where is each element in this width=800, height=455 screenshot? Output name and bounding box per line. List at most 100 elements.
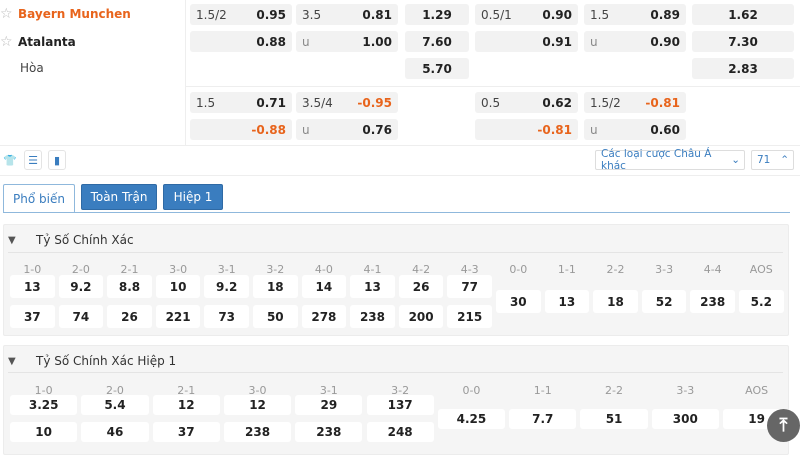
odds-cell[interactable]: 5.70 xyxy=(405,58,469,79)
odds-home[interactable]: 9.2 xyxy=(58,275,104,298)
odds-value: -0.81 xyxy=(645,95,680,110)
odds-cell[interactable]: 7.30 xyxy=(692,31,794,52)
odds-away[interactable]: 278 xyxy=(301,305,347,328)
divider xyxy=(8,372,783,373)
odds-cell[interactable]: -0.81 xyxy=(475,119,578,140)
odds-home[interactable]: 10 xyxy=(155,275,201,298)
odds-away[interactable]: 37 xyxy=(10,305,55,328)
odds-away[interactable]: 26 xyxy=(107,305,152,328)
score-label: 3-0 xyxy=(248,384,267,397)
score-label: 2-1 xyxy=(177,384,196,397)
odds-cell[interactable]: u 1.00 xyxy=(296,31,398,52)
odds-away[interactable]: 221 xyxy=(155,305,201,328)
odds-line: u xyxy=(302,122,310,137)
odds-draw[interactable]: 51 xyxy=(580,408,648,429)
odds-away[interactable]: 200 xyxy=(398,305,444,328)
odds-home[interactable]: 3.25 xyxy=(10,395,78,415)
chevron-down-icon: ⌄ xyxy=(731,154,740,166)
arrow-up-icon: ⤒ xyxy=(779,415,788,436)
odds-home[interactable]: 137 xyxy=(366,395,434,415)
section-header[interactable]: ▼ Tỷ Số Chính Xác Hiệp 1 xyxy=(8,354,176,368)
odds-value: 0.62 xyxy=(542,95,572,110)
odds-value: 0.88 xyxy=(256,34,286,49)
odds-cell[interactable]: 3.5 0.81 xyxy=(296,4,398,25)
odds-cell[interactable]: 2.83 xyxy=(692,58,794,79)
odds-away[interactable]: 46 xyxy=(81,422,149,442)
odds-draw[interactable]: 7.7 xyxy=(509,408,577,429)
odds-cell[interactable]: u 0.60 xyxy=(584,119,686,140)
odds-draw[interactable]: 238 xyxy=(690,290,735,313)
odds-home[interactable]: 13 xyxy=(10,275,55,298)
odds-home[interactable]: 5.4 xyxy=(81,395,149,415)
odds-draw[interactable]: 4.25 xyxy=(437,408,506,429)
score-label: AOS xyxy=(749,263,773,276)
odds-away[interactable]: 37 xyxy=(152,422,220,442)
odds-value: 5.70 xyxy=(422,61,452,76)
scroll-to-top-button[interactable]: ⤒ xyxy=(767,409,800,442)
score-label: 0-0 xyxy=(509,263,528,276)
odds-cell[interactable]: 1.29 xyxy=(405,4,469,25)
odds-home[interactable]: 77 xyxy=(447,275,492,298)
tab-toan-tran[interactable]: Toàn Trận xyxy=(81,184,157,210)
odds-draw[interactable]: 300 xyxy=(651,408,719,429)
odds-away[interactable]: 238 xyxy=(350,305,395,328)
odds-away[interactable]: 73 xyxy=(204,305,249,328)
odds-cell[interactable]: 0.91 xyxy=(475,31,578,52)
odds-draw[interactable]: 5.2 xyxy=(739,290,784,313)
odds-home[interactable]: 12 xyxy=(152,395,220,415)
odds-home[interactable]: 9.2 xyxy=(204,275,249,298)
odds-cell[interactable]: 1.5 0.71 xyxy=(190,92,292,113)
tab-hiep-1[interactable]: Hiệp 1 xyxy=(163,184,223,210)
odds-home[interactable]: 12 xyxy=(223,395,292,415)
jersey-icon[interactable]: 👕 xyxy=(3,153,17,167)
odds-away[interactable]: 50 xyxy=(253,305,298,328)
star-icon[interactable]: ☆ xyxy=(0,6,13,22)
odds-value: 0.90 xyxy=(650,34,680,49)
market-select[interactable]: Các loại cược Châu Á khác ⌄ xyxy=(595,148,745,172)
odds-home[interactable]: 8.8 xyxy=(107,275,152,298)
tab-pho-bien[interactable]: Phổ biến xyxy=(3,184,75,213)
odds-cell[interactable]: u 0.90 xyxy=(584,31,686,52)
odds-away[interactable]: 238 xyxy=(223,422,292,442)
stats-icon[interactable]: ▮ xyxy=(48,150,66,170)
chevron-down-icon[interactable]: ▼ xyxy=(8,355,16,367)
odds-cell[interactable]: u 0.76 xyxy=(296,119,398,140)
odds-cell[interactable]: 0.5 0.62 xyxy=(475,92,578,113)
odds-away[interactable]: 74 xyxy=(58,305,104,328)
odds-away[interactable]: 215 xyxy=(447,305,492,328)
market-count-button[interactable]: 71 ⌃ xyxy=(751,150,794,170)
odds-cell[interactable]: 1.5/2 0.95 xyxy=(190,4,292,25)
odds-home[interactable]: 18 xyxy=(253,275,298,298)
odds-cell[interactable]: 0.88 xyxy=(190,31,292,52)
odds-home[interactable]: 13 xyxy=(350,275,395,298)
odds-cell[interactable]: -0.88 xyxy=(190,119,292,140)
odds-away[interactable]: 10 xyxy=(10,422,78,442)
odds-away[interactable]: 248 xyxy=(366,422,434,442)
odds-value: 2.83 xyxy=(728,61,758,76)
odds-home[interactable]: 14 xyxy=(301,275,347,298)
odds-cell[interactable]: 7.60 xyxy=(405,31,469,52)
home-team[interactable]: ☆ Bayern Munchen xyxy=(0,6,131,22)
star-icon[interactable]: ☆ xyxy=(0,34,13,50)
tab-underline xyxy=(3,212,790,213)
odds-draw[interactable]: 18 xyxy=(593,290,638,313)
away-team[interactable]: ☆ Atalanta xyxy=(0,34,76,50)
odds-value: -0.81 xyxy=(537,122,572,137)
odds-home[interactable]: 26 xyxy=(398,275,444,298)
odds-draw[interactable]: 30 xyxy=(496,290,541,313)
score-label: 2-1 xyxy=(120,263,139,276)
list-icon[interactable]: ☰ xyxy=(24,150,42,170)
odds-draw[interactable]: 13 xyxy=(544,290,590,313)
odds-line: u xyxy=(590,34,598,49)
section-header[interactable]: ▼ Tỷ Số Chính Xác xyxy=(8,233,134,247)
odds-cell[interactable]: 1.5/2 -0.81 xyxy=(584,92,686,113)
odds-cell[interactable]: 1.62 xyxy=(692,4,794,25)
odds-draw[interactable]: 52 xyxy=(641,290,687,313)
odds-home[interactable]: 29 xyxy=(295,395,363,415)
odds-cell[interactable]: 3.5/4 -0.95 xyxy=(296,92,398,113)
odds-away[interactable]: 238 xyxy=(295,422,363,442)
odds-cell[interactable]: 0.5/1 0.90 xyxy=(475,4,578,25)
odds-cell[interactable]: 1.5 0.89 xyxy=(584,4,686,25)
chevron-down-icon[interactable]: ▼ xyxy=(8,234,16,246)
odds-value: 0.91 xyxy=(542,34,572,49)
